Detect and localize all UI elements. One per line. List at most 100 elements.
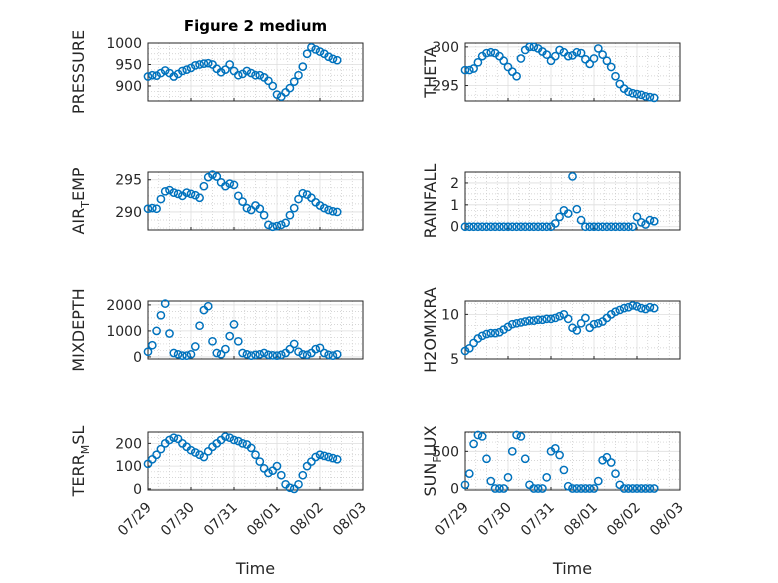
data-point <box>593 318 603 328</box>
data-point <box>512 71 521 81</box>
data-point <box>529 42 539 52</box>
data-point <box>563 209 573 218</box>
data-point <box>276 350 286 360</box>
data-point <box>533 484 543 493</box>
x-axis-label: Time <box>235 559 275 578</box>
data-point <box>156 194 166 204</box>
data-point <box>628 88 638 98</box>
data-point <box>315 450 325 460</box>
data-point <box>525 316 534 325</box>
data-point <box>169 188 179 197</box>
data-point <box>572 484 582 493</box>
data-point <box>503 222 513 232</box>
data-point <box>598 50 607 59</box>
data-point <box>298 62 308 71</box>
data-point <box>495 327 504 337</box>
data-point <box>315 343 325 353</box>
data-point <box>272 90 282 99</box>
data-point <box>294 194 303 204</box>
y-tick-label: 290 <box>115 205 142 221</box>
y-tick-label: 950 <box>115 57 142 73</box>
data-point <box>324 205 333 215</box>
data-point <box>199 181 209 191</box>
data-point <box>464 222 474 232</box>
data-point <box>619 484 629 493</box>
data-point <box>641 220 650 229</box>
data-point <box>542 314 552 324</box>
x-tick-label: 07/29 <box>115 500 155 540</box>
data-point <box>276 470 286 480</box>
data-point <box>593 476 603 486</box>
axes-frame <box>147 431 364 491</box>
data-point <box>182 351 192 360</box>
data-point <box>242 349 252 359</box>
axes-frame <box>147 171 364 231</box>
data-point <box>216 349 226 359</box>
data-point <box>550 219 560 228</box>
data-point <box>615 222 625 232</box>
data-point <box>641 304 650 314</box>
data-point <box>165 185 174 195</box>
data-point <box>328 54 338 64</box>
data-point <box>143 204 153 214</box>
y-tick-label: 295 <box>115 173 142 189</box>
data-point <box>460 480 470 490</box>
data-point <box>190 448 200 457</box>
data-point <box>507 222 517 232</box>
data-point <box>315 201 325 210</box>
data-point <box>242 203 252 213</box>
data-point <box>469 64 478 73</box>
data-point <box>169 348 179 358</box>
data-point <box>212 348 222 358</box>
data-point <box>469 439 478 449</box>
data-point <box>495 222 504 232</box>
data-point <box>632 302 642 311</box>
data-point <box>324 52 333 62</box>
data-point <box>190 342 200 351</box>
data-point <box>512 430 521 440</box>
data-point <box>143 459 153 469</box>
data-point <box>165 435 174 445</box>
data-point <box>499 56 509 66</box>
data-point <box>233 70 243 80</box>
x-tick-label: 07/31 <box>201 500 241 540</box>
x-tick-label: 07/30 <box>158 500 198 540</box>
data-point <box>606 458 616 467</box>
data-point <box>482 329 491 339</box>
data-point <box>507 446 517 456</box>
data-point <box>229 435 239 445</box>
x-tick-label: 08/01 <box>561 500 601 540</box>
data-point <box>233 191 243 201</box>
data-point <box>520 317 530 326</box>
data-point <box>302 350 312 360</box>
data-point <box>298 349 308 359</box>
data-point <box>160 299 170 308</box>
data-point <box>589 484 599 493</box>
data-point <box>628 484 638 493</box>
x-tick-label: 08/03 <box>647 500 687 540</box>
data-point <box>464 343 474 353</box>
data-point <box>507 67 517 76</box>
data-point <box>319 348 329 358</box>
data-point <box>152 204 161 214</box>
data-point <box>221 344 230 354</box>
y-axis-label: H2OMIXRA <box>421 287 440 373</box>
data-point <box>649 484 659 493</box>
data-point <box>495 51 504 61</box>
data-point <box>289 339 299 349</box>
subplot-0: 900 950 1000 PRESSURE Figure 2 medium <box>69 17 364 114</box>
data-point <box>229 66 239 76</box>
data-point <box>516 432 526 441</box>
data-point <box>516 318 526 327</box>
y-tick-label: 1000 <box>106 36 142 52</box>
axes-frame <box>464 431 681 491</box>
data-point <box>576 484 586 493</box>
y-tick-label: 900 <box>115 79 142 95</box>
data-point <box>302 49 312 59</box>
data-point <box>225 433 235 443</box>
data-point <box>529 222 539 232</box>
data-point <box>546 56 556 66</box>
data-point <box>649 216 659 226</box>
data-point <box>259 348 269 358</box>
